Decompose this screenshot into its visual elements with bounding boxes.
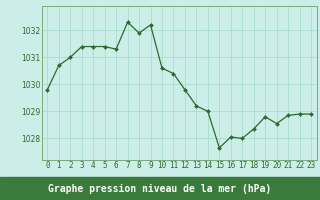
Text: Graphe pression niveau de la mer (hPa): Graphe pression niveau de la mer (hPa) — [48, 183, 272, 194]
